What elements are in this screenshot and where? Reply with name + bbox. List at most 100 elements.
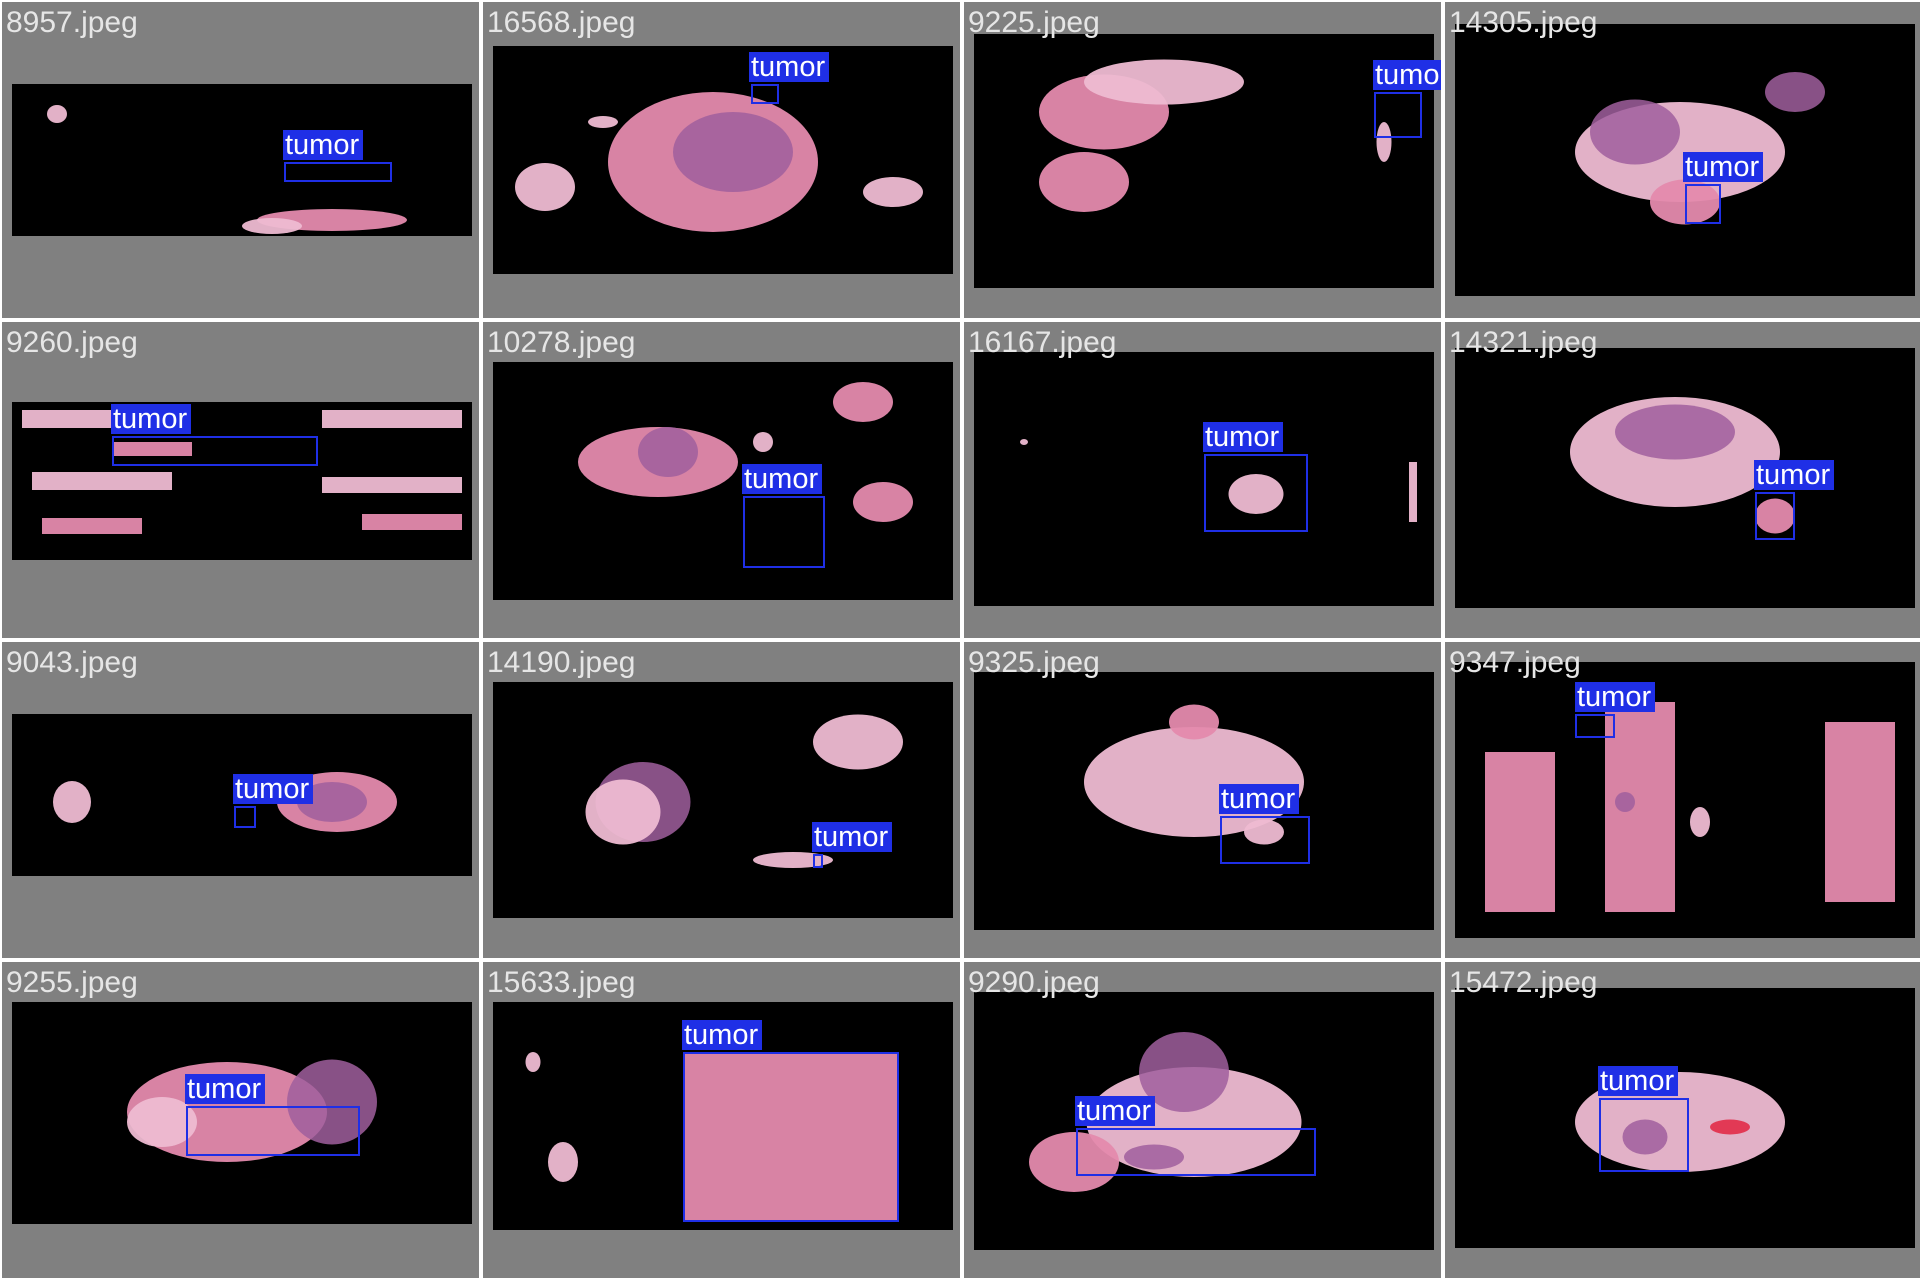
tile-filename: 10278.jpeg bbox=[487, 326, 636, 359]
detection-box[interactable] bbox=[1220, 816, 1310, 864]
tile-filename: 9255.jpeg bbox=[6, 966, 138, 999]
detection-box[interactable] bbox=[284, 162, 392, 182]
tissue-region bbox=[753, 432, 773, 452]
tissue-region bbox=[242, 218, 302, 234]
detection-box[interactable] bbox=[683, 1052, 899, 1222]
tissue-region bbox=[32, 472, 172, 490]
tissue-region bbox=[1124, 1144, 1184, 1170]
result-tile[interactable]: 16568.jpeg tumor bbox=[483, 2, 960, 318]
tissue-section-image bbox=[1570, 397, 1795, 534]
tile-filename: 14190.jpeg bbox=[487, 646, 636, 679]
tissue-region bbox=[853, 482, 913, 522]
tissue-region bbox=[1605, 702, 1675, 912]
tissue-region bbox=[1084, 59, 1244, 105]
tissue-region bbox=[297, 782, 367, 822]
result-tile[interactable]: 9260.jpeg tumor bbox=[2, 322, 479, 638]
detection-label: tumor bbox=[1219, 784, 1300, 814]
tissue-section-image bbox=[127, 1059, 377, 1162]
tissue-region bbox=[525, 1052, 541, 1072]
tissue-region bbox=[1615, 404, 1735, 460]
result-tile[interactable]: 14305.jpeg tumor bbox=[1445, 2, 1920, 318]
tissue-section-image bbox=[47, 105, 407, 234]
tissue-section-image bbox=[515, 92, 923, 232]
tissue-region bbox=[1139, 1032, 1229, 1112]
tissue-section-image bbox=[22, 410, 462, 534]
result-tile[interactable]: 9043.jpeg tumor bbox=[2, 642, 479, 958]
detection-label: tumor bbox=[185, 1074, 266, 1104]
tissue-region bbox=[813, 714, 903, 770]
detection-box[interactable] bbox=[751, 84, 779, 104]
tile-filename: 14321.jpeg bbox=[1449, 326, 1598, 359]
detection-box[interactable] bbox=[1076, 1128, 1316, 1176]
tissue-region bbox=[863, 177, 923, 207]
tile-filename: 9347.jpeg bbox=[1449, 646, 1581, 679]
detection-label: tumor bbox=[1575, 682, 1656, 712]
result-tile[interactable]: 15633.jpeg tumor bbox=[483, 962, 960, 1278]
tissue-section-image bbox=[1485, 702, 1895, 912]
detection-box[interactable] bbox=[1374, 92, 1422, 138]
tissue-region bbox=[1228, 474, 1284, 514]
tissue-region bbox=[22, 410, 132, 428]
tissue-section-image bbox=[1029, 1032, 1302, 1192]
tissue-region bbox=[287, 1059, 377, 1145]
tissue-region bbox=[42, 518, 142, 534]
tissue-region bbox=[1169, 704, 1219, 740]
tissue-region bbox=[673, 112, 793, 192]
detection-box[interactable] bbox=[813, 854, 823, 868]
result-tile[interactable]: 16167.jpeg tumor bbox=[964, 322, 1441, 638]
detection-box[interactable] bbox=[234, 806, 256, 828]
detection-box[interactable] bbox=[112, 436, 318, 466]
tissue-region bbox=[1485, 752, 1555, 912]
tissue-region bbox=[1765, 72, 1825, 112]
detection-box[interactable] bbox=[1599, 1098, 1689, 1172]
tissue-region bbox=[1615, 792, 1635, 812]
detection-label: tumor bbox=[742, 464, 823, 494]
tile-filename: 8957.jpeg bbox=[6, 6, 138, 39]
tissue-region bbox=[53, 781, 91, 823]
tissue-region bbox=[515, 163, 575, 211]
tissue-region bbox=[585, 779, 661, 845]
tissue-region bbox=[362, 514, 462, 530]
detection-box[interactable] bbox=[1755, 492, 1795, 540]
tissue-region bbox=[548, 1142, 578, 1182]
result-tile[interactable]: 14321.jpeg tumor bbox=[1445, 322, 1920, 638]
tile-filename: 15633.jpeg bbox=[487, 966, 636, 999]
tissue-region bbox=[1039, 152, 1129, 212]
detection-label: tumor bbox=[233, 774, 314, 804]
detection-box[interactable] bbox=[1575, 714, 1615, 738]
result-tile[interactable]: 9255.jpeg tumor bbox=[2, 962, 479, 1278]
detection-box[interactable] bbox=[186, 1106, 360, 1156]
tissue-section-image bbox=[525, 1052, 899, 1222]
tissue-region bbox=[588, 116, 618, 128]
result-tile[interactable]: 8957.jpeg tumor bbox=[2, 2, 479, 318]
tissue-region bbox=[1590, 99, 1680, 165]
tissue-section-image bbox=[1039, 59, 1392, 212]
tissue-region bbox=[1690, 807, 1710, 837]
tissue-region bbox=[1710, 1119, 1750, 1135]
tissue-section-image bbox=[585, 714, 903, 868]
detection-box[interactable] bbox=[1685, 184, 1721, 224]
detection-label: tumor bbox=[1683, 152, 1764, 182]
tile-filename: 9043.jpeg bbox=[6, 646, 138, 679]
detection-box[interactable] bbox=[1204, 454, 1308, 532]
result-tile[interactable]: 9225.jpeg tumor bbox=[964, 2, 1441, 318]
tissue-region bbox=[833, 382, 893, 422]
detection-label: tumor bbox=[749, 52, 830, 82]
result-tile[interactable]: 9290.jpeg tumor bbox=[964, 962, 1441, 1278]
tissue-region bbox=[1825, 722, 1895, 902]
tile-filename: 9290.jpeg bbox=[968, 966, 1100, 999]
result-tile[interactable]: 10278.jpeg tumor bbox=[483, 322, 960, 638]
tissue-region bbox=[1244, 819, 1284, 845]
tissue-region bbox=[1755, 498, 1795, 534]
detection-box[interactable] bbox=[743, 496, 825, 568]
result-tile[interactable]: 9325.jpeg tumor bbox=[964, 642, 1441, 958]
tissue-region bbox=[127, 1097, 197, 1147]
detection-label: tumor bbox=[1203, 422, 1284, 452]
result-tile[interactable]: 15472.jpeg tumor bbox=[1445, 962, 1920, 1278]
tissue-region bbox=[683, 1052, 899, 1222]
result-tile[interactable]: 14190.jpeg tumor bbox=[483, 642, 960, 958]
tissue-region bbox=[1029, 1132, 1119, 1192]
result-tile[interactable]: 9347.jpeg tumor bbox=[1445, 642, 1920, 958]
tissue-section-image bbox=[1575, 1072, 1785, 1172]
